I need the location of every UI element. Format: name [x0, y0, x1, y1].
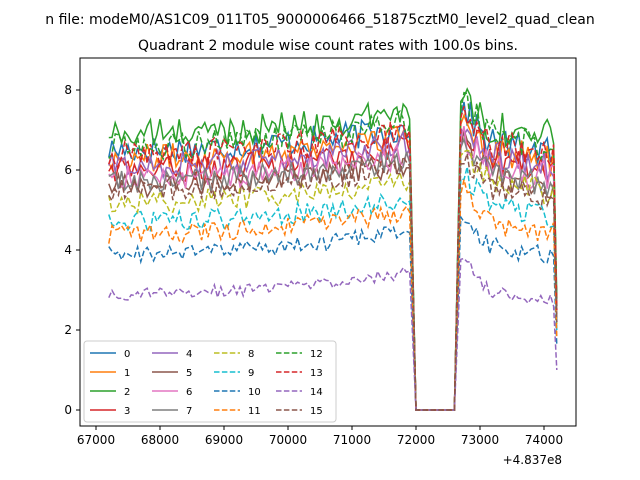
series-line-11: [108, 179, 558, 411]
legend-label-8: 8: [248, 349, 254, 360]
series-line-4: [108, 128, 558, 411]
legend-label-9: 9: [248, 368, 254, 379]
x-tick-label: 72000: [397, 433, 435, 447]
x-tick-label: 67000: [77, 433, 115, 447]
series-line-15: [108, 153, 558, 411]
plot-frame: [79, 57, 577, 427]
series-line-9: [108, 166, 558, 411]
legend-label-4: 4: [186, 349, 192, 360]
y-tick-label: 2: [64, 323, 72, 337]
y-tick-label: 6: [64, 163, 72, 177]
x-tick-label: 68000: [141, 433, 179, 447]
x-offset-label: +4.837e8: [503, 453, 562, 467]
legend-label-2: 2: [124, 387, 130, 398]
legend-label-0: 0: [124, 349, 130, 360]
legend-box: [83, 340, 337, 423]
file-title: n file: modeM0/AS1C09_011T05_9000006466_…: [45, 12, 594, 28]
series-line-0: [108, 101, 558, 411]
legend-label-7: 7: [186, 406, 192, 417]
series-line-8: [108, 149, 558, 411]
y-axis: 0 2 4 6 8: [64, 83, 80, 417]
y-tick-label: 4: [64, 243, 72, 257]
legend-label-3: 3: [124, 406, 130, 417]
x-axis: 67000 68000 69000 70000 71000 72000 73000 74000: [77, 426, 563, 447]
series-layer: [108, 87, 558, 411]
legend-label-12: 12: [310, 349, 323, 360]
chart-title: Quadrant 2 module wise count rates with …: [138, 38, 518, 54]
legend-label-15: 15: [310, 406, 323, 417]
x-tick-label: 71000: [333, 433, 371, 447]
series-line-10: [108, 214, 558, 411]
x-tick-label: 74000: [525, 433, 563, 447]
x-tick-label: 69000: [205, 433, 243, 447]
series-line-12: [108, 91, 558, 411]
legend-label-13: 13: [310, 368, 323, 379]
x-tick-label: 70000: [269, 433, 307, 447]
y-tick-label: 8: [64, 83, 72, 97]
legend-label-5: 5: [186, 368, 192, 379]
legend-label-1: 1: [124, 368, 130, 379]
legend-label-6: 6: [186, 387, 192, 398]
legend-label-10: 10: [248, 387, 261, 398]
legend-label-11: 11: [248, 406, 261, 417]
y-tick-label: 0: [64, 403, 72, 417]
x-tick-label: 73000: [461, 433, 499, 447]
legend-label-14: 14: [310, 387, 323, 398]
series-line-14: [108, 257, 558, 411]
series-line-13: [108, 106, 558, 411]
series-line-7: [108, 136, 558, 411]
